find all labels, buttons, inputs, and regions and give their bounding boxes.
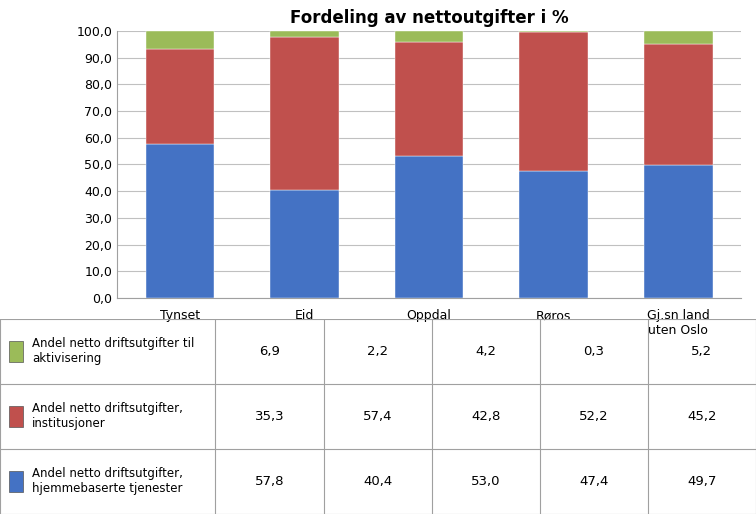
Text: 53,0: 53,0 [471,475,500,488]
Bar [519,31,588,32]
Text: 45,2: 45,2 [687,410,717,423]
Text: 40,4: 40,4 [363,475,392,488]
Text: 57,4: 57,4 [363,410,392,423]
Bar [395,42,463,156]
Text: 42,8: 42,8 [471,410,500,423]
Text: 35,3: 35,3 [255,410,284,423]
Title: Fordeling av nettoutgifter i %: Fordeling av nettoutgifter i % [290,9,569,27]
Text: 4,2: 4,2 [476,345,496,358]
Text: 2,2: 2,2 [367,345,388,358]
Bar [270,31,339,36]
Text: 5,2: 5,2 [692,345,712,358]
Bar [644,166,712,298]
Text: 47,4: 47,4 [579,475,609,488]
FancyBboxPatch shape [9,341,23,362]
Bar [519,172,588,298]
FancyBboxPatch shape [9,406,23,427]
Text: 57,8: 57,8 [255,475,284,488]
Bar [395,31,463,42]
Bar [644,45,712,166]
Text: 52,2: 52,2 [579,410,609,423]
Bar [145,143,214,298]
Bar [270,36,339,190]
Bar [145,31,214,49]
Text: Andel netto driftsutgifter til
aktivisering: Andel netto driftsutgifter til aktiviser… [32,337,194,365]
Bar [395,156,463,298]
Text: 6,9: 6,9 [259,345,280,358]
Text: Andel netto driftsutgifter,
hjemmebaserte tjenester: Andel netto driftsutgifter, hjemmebasert… [32,467,183,495]
Text: 0,3: 0,3 [584,345,604,358]
Bar [519,32,588,172]
Bar [270,190,339,298]
Text: 49,7: 49,7 [687,475,717,488]
Text: Andel netto driftsutgifter,
institusjoner: Andel netto driftsutgifter, institusjone… [32,402,183,430]
Bar [644,30,712,45]
Bar [145,49,214,143]
FancyBboxPatch shape [9,471,23,492]
